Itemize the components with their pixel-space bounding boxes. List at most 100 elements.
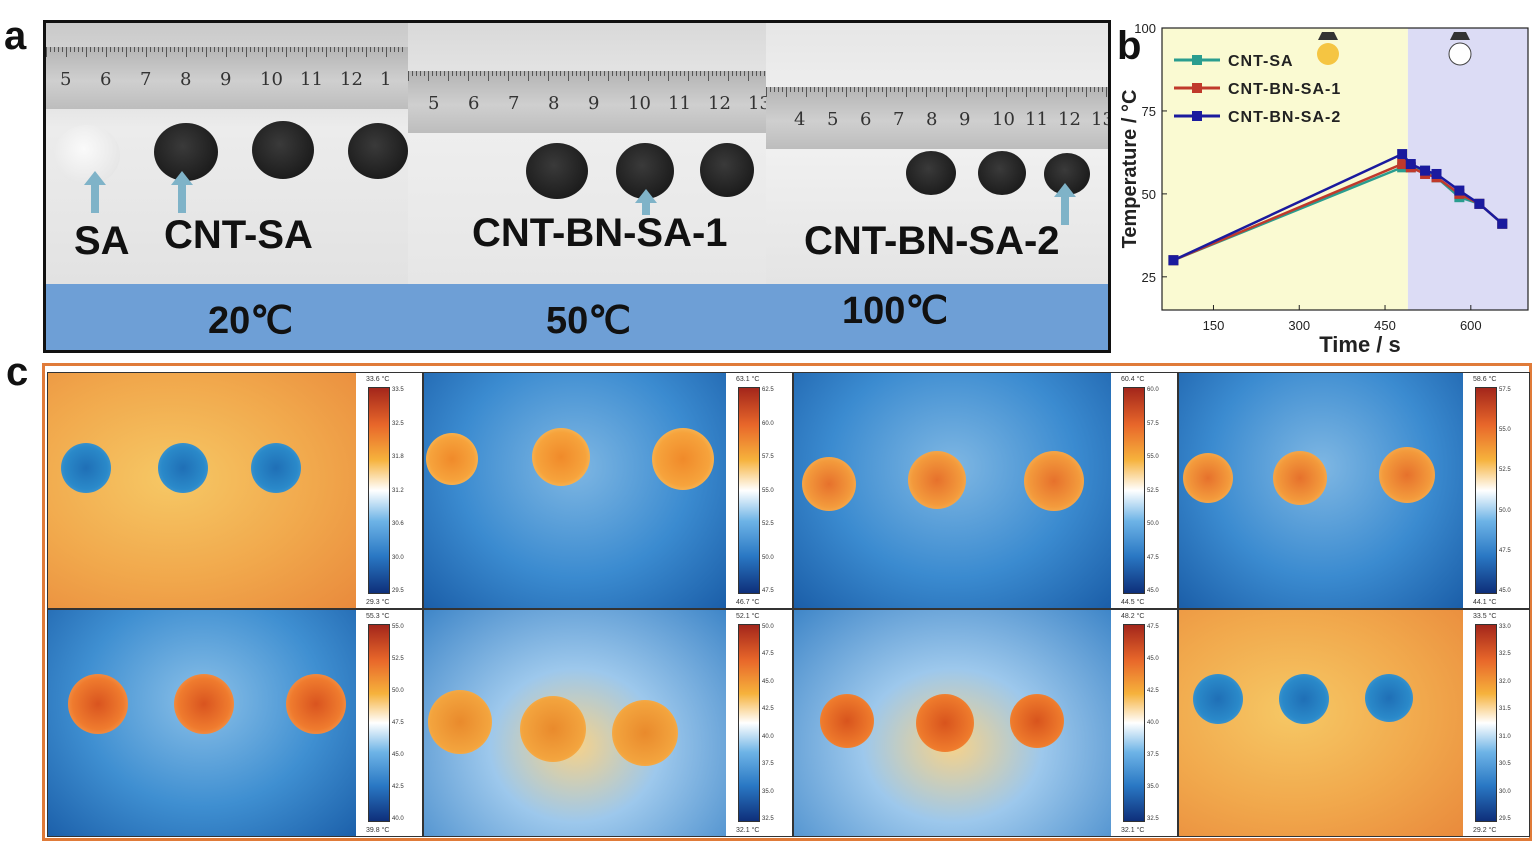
x-tick-label: 450 [1374, 318, 1396, 333]
scale-max-label: 33.5 °C [1473, 613, 1497, 620]
thermal-image: 33.5 °C 29.2 °C 33.0 32.5 32.0 31.5 31.0 30.5 30… [1178, 609, 1530, 837]
scale-tick-label: 33.0 [1499, 624, 1511, 630]
color-scale-bar [368, 387, 390, 594]
temperature-label-50: 50℃ [546, 300, 631, 342]
thermal-map [48, 373, 356, 608]
sample-label-cnt-sa: CNT-SA [164, 213, 313, 257]
sample-hotspot [1365, 674, 1413, 722]
ruler-number: 8 [180, 69, 192, 90]
ruler-number: 7 [508, 93, 520, 114]
thermal-image: 48.2 °C 32.1 °C 47.5 45.0 42.5 40.0 37.5 35.0 32… [793, 609, 1178, 837]
thermal-image: 63.1 °C 46.7 °C 62.5 60.0 57.5 55.0 52.5 50.0 47… [423, 372, 793, 609]
ruler-number: 8 [926, 109, 938, 130]
y-tick-label: 75 [1142, 104, 1156, 119]
ruler-number: 6 [100, 69, 112, 90]
data-point [1405, 159, 1416, 170]
scale-tick-label: 29.5 [392, 588, 404, 594]
thermal-map [424, 373, 726, 608]
data-point [1431, 168, 1442, 179]
scale-ticks: 62.5 60.0 57.5 55.0 52.5 50.0 47.5 [762, 387, 788, 594]
scale-max-label: 58.6 °C [1473, 376, 1497, 383]
sample-disk [526, 143, 588, 199]
thermal-map [48, 610, 356, 836]
lamp-on-icon [1317, 43, 1339, 65]
scale-tick-label: 55.0 [1499, 427, 1511, 434]
scale-tick-label: 40.0 [762, 733, 774, 740]
scale-min-label: 46.7 °C [736, 599, 760, 606]
scale-tick-label: 35.0 [762, 788, 774, 795]
scale-tick-label: 42.5 [762, 706, 774, 713]
sample-hotspot [428, 690, 492, 754]
scale-ticks: 33.5 32.5 31.8 31.2 30.6 30.0 29.5 [392, 387, 418, 594]
data-point [1168, 255, 1179, 266]
scale-tick-label: 31.5 [1499, 706, 1511, 713]
scale-tick-label: 42.5 [392, 784, 404, 790]
scale-tick-label: 55.0 [762, 487, 774, 494]
thermal-image: 33.6 °C 29.3 °C 33.5 32.5 31.8 31.2 30.6 30.0 29… [47, 372, 423, 609]
scale-tick-label: 52.5 [392, 656, 404, 662]
scale-min-label: 44.1 °C [1473, 599, 1497, 606]
temperature-bar: 20℃ 50℃ 100℃ [46, 284, 1108, 350]
sample-hotspot [1183, 453, 1233, 503]
y-axis-label: Temperature / °C [1119, 90, 1141, 249]
scale-tick-label: 40.0 [392, 816, 404, 822]
scale-tick-label: 57.5 [1499, 387, 1511, 393]
scale-tick-label: 50.0 [762, 554, 774, 561]
ruler-number: 5 [60, 69, 72, 90]
scale-min-label: 44.5 °C [1121, 599, 1145, 606]
thermal-map [424, 610, 726, 836]
scale-tick-label: 60.0 [1147, 387, 1159, 393]
sample-hotspot [652, 428, 714, 490]
panel-b-label: b [1117, 24, 1142, 68]
legend-label: CNT-SA [1228, 53, 1294, 70]
temperature-label-100: 100℃ [842, 290, 949, 332]
sample-label-sa: SA [74, 219, 130, 263]
scale-tick-label: 47.5 [1147, 554, 1159, 561]
color-scale-bar [1475, 387, 1497, 594]
scale-tick-label: 55.0 [392, 624, 404, 630]
legend-label: CNT-BN-SA-2 [1228, 109, 1341, 126]
data-point [1497, 218, 1508, 229]
ruler-number: 11 [1025, 109, 1048, 130]
color-scale-bar [738, 624, 760, 822]
scale-tick-label: 31.2 [392, 487, 404, 494]
chart-svg: 25 50 75 100 150 300 450 600 Time / s Temperature… [1119, 21, 1529, 357]
scale-max-label: 48.2 °C [1121, 613, 1145, 620]
scale-tick-label: 45.0 [1499, 587, 1511, 594]
ruler-number: 12 [340, 69, 363, 90]
scale-tick-label: 32.0 [1499, 678, 1511, 685]
scale-tick-label: 50.0 [1499, 507, 1511, 514]
scale-tick-label: 30.0 [392, 554, 404, 561]
ruler-number: 12 [708, 93, 731, 114]
legend-label: CNT-BN-SA-1 [1228, 81, 1341, 98]
ruler-number: 5 [827, 109, 839, 130]
scale-min-label: 32.1 °C [1121, 827, 1145, 834]
sample-hotspot [1024, 451, 1084, 511]
scale-ticks: 47.5 45.0 42.5 40.0 37.5 35.0 32.5 [1147, 624, 1173, 822]
scale-tick-label: 50.0 [762, 624, 774, 630]
scale-tick-label: 45.0 [1147, 656, 1159, 662]
ruler-number: 7 [893, 109, 905, 130]
scale-tick-label: 37.5 [762, 761, 774, 768]
x-axis-label: Time / s [1319, 332, 1401, 357]
scale-tick-label: 47.5 [762, 651, 774, 658]
temperature-chart: 25 50 75 100 150 300 450 600 Time / s Temperature… [1110, 18, 1537, 358]
color-scale-bar [738, 387, 760, 594]
data-point [1420, 165, 1431, 176]
ruler-number: 4 [794, 109, 806, 130]
ruler-number: 1 [380, 69, 392, 90]
sample-hotspot [532, 428, 590, 486]
scale-ticks: 33.0 32.5 32.0 31.5 31.0 30.5 30.0 29.5 [1499, 624, 1525, 822]
legend-marker [1192, 111, 1202, 121]
sample-label-cnt-bn-sa-1: CNT-BN-SA-1 [472, 211, 728, 255]
scale-max-label: 33.6 °C [366, 376, 390, 383]
scale-tick-label: 55.0 [1147, 454, 1159, 460]
scale-tick-label: 32.5 [392, 420, 404, 427]
sample-hotspot [916, 694, 974, 752]
scale-tick-label: 62.5 [762, 387, 774, 393]
photo-50c: 5 6 7 8 9 10 11 12 13 [408, 23, 766, 285]
scale-tick-label: 45.0 [762, 678, 774, 685]
sample-hotspot [1273, 451, 1327, 505]
